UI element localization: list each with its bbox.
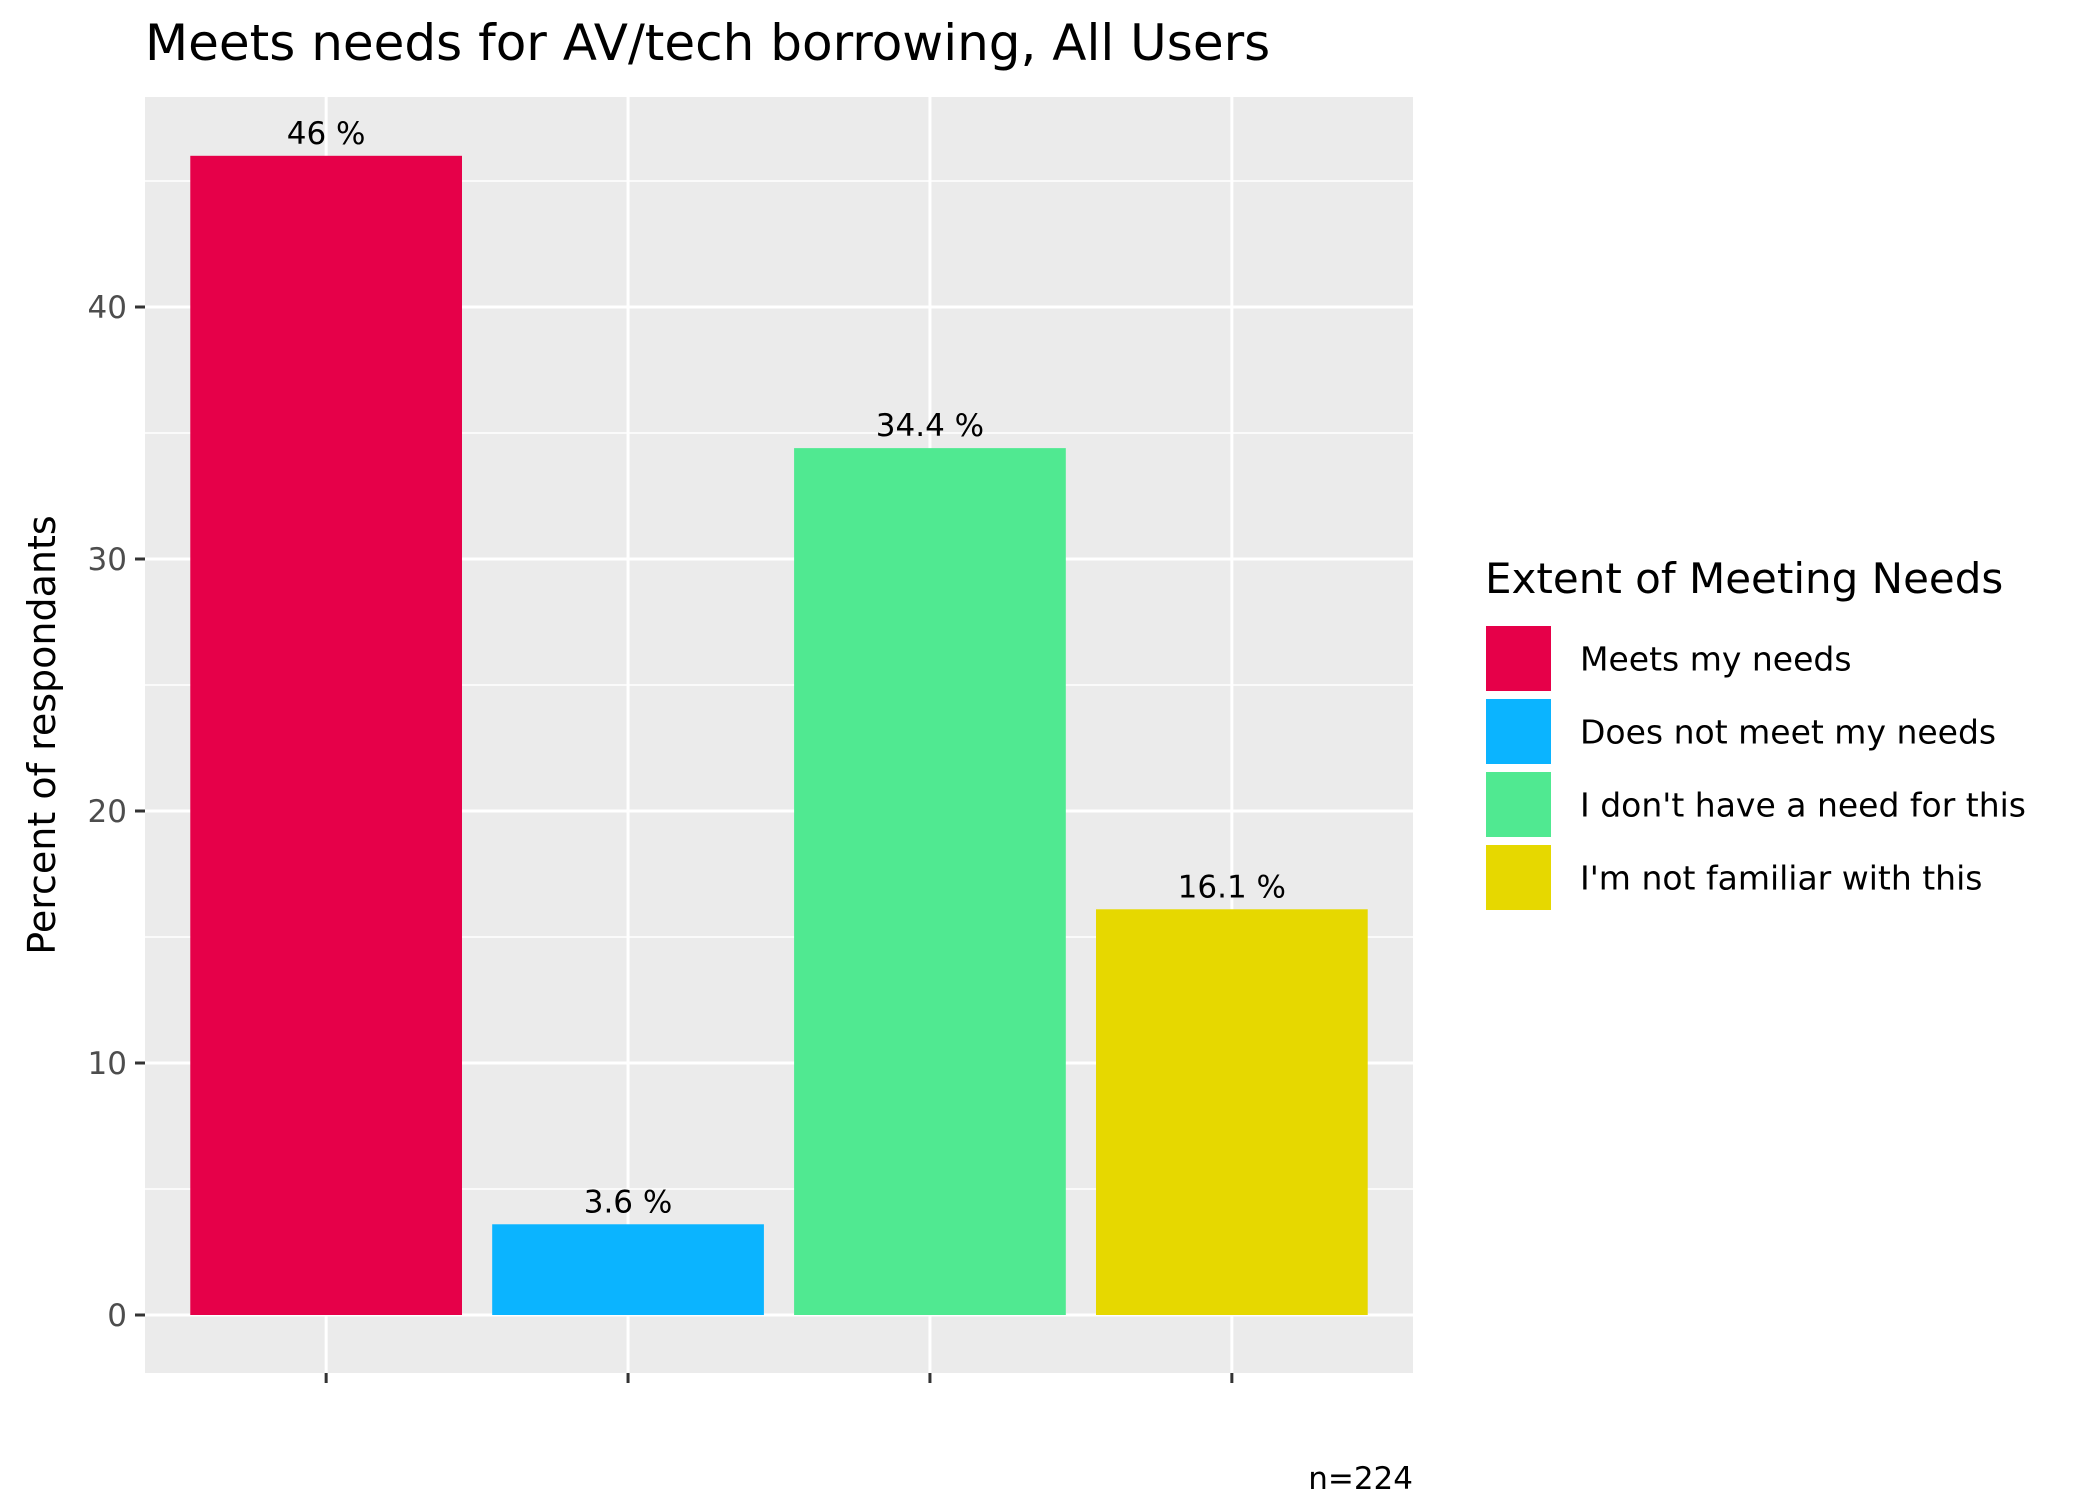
legend-key: [1484, 770, 1553, 839]
axes: 0 10 20 30 40: [88, 290, 1234, 1383]
bars: [190, 155, 1368, 1315]
y-tick-label: 20: [88, 794, 127, 830]
data-label: 46 %: [287, 116, 366, 152]
caption: n=224: [1308, 1461, 1413, 1497]
y-tick-label: 0: [107, 1298, 127, 1334]
data-labels: 46 % 3.6 % 34.4 % 16.1 %: [287, 116, 1286, 1220]
y-axis-title: Percent of respondants: [20, 515, 64, 954]
legend-key: [1484, 697, 1553, 766]
y-tick-label: 30: [88, 542, 127, 578]
legend-label: Does not meet my needs: [1580, 713, 1996, 752]
data-label: 16.1 %: [1178, 869, 1286, 905]
bar: [492, 1224, 764, 1315]
bar: [794, 448, 1066, 1315]
legend-label: I'm not familiar with this: [1580, 859, 1982, 898]
legend-label: I don't have a need for this: [1580, 786, 2026, 825]
legend-title: Extent of Meeting Needs: [1485, 554, 2003, 603]
chart-title: Meets needs for AV/tech borrowing, All U…: [145, 14, 1270, 72]
y-tick-label: 40: [88, 290, 127, 326]
bar: [190, 155, 463, 1315]
data-label: 34.4 %: [876, 408, 984, 444]
legend: Extent of Meeting Needs Meets my needs Do…: [1484, 554, 2026, 912]
data-label: 3.6 %: [584, 1184, 673, 1220]
legend-key: [1484, 624, 1553, 693]
bar: [1096, 909, 1368, 1315]
y-tick-label: 10: [88, 1046, 127, 1082]
legend-label: Meets my needs: [1580, 640, 1852, 679]
legend-key: [1484, 843, 1553, 912]
